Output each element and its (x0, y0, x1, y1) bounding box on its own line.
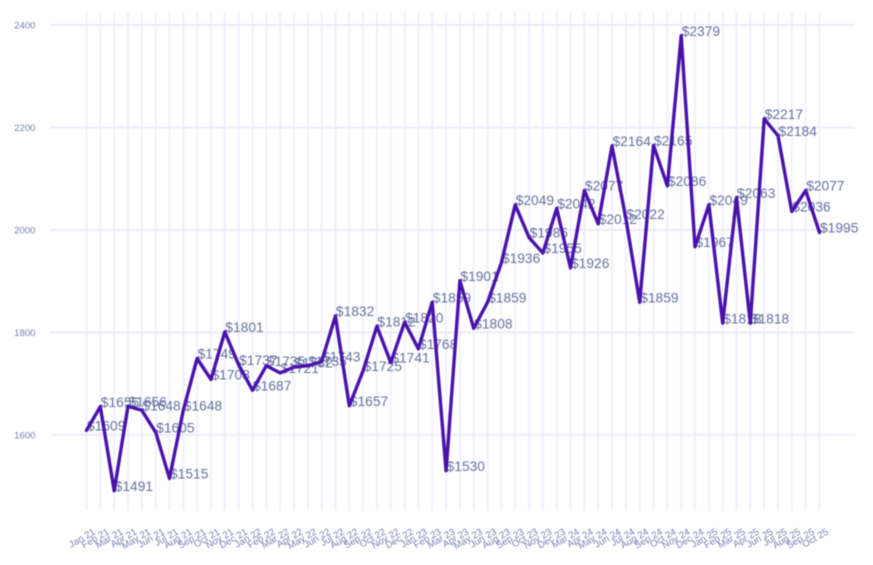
svg-text:$2077: $2077 (806, 179, 844, 194)
svg-text:$1768: $1768 (419, 337, 458, 352)
svg-text:$1859: $1859 (433, 290, 472, 305)
svg-text:$1656: $1656 (129, 394, 168, 409)
svg-text:$1832: $1832 (336, 304, 374, 319)
svg-text:$1741: $1741 (391, 351, 429, 366)
svg-text:$1995: $1995 (820, 221, 859, 236)
svg-text:$1725: $1725 (364, 359, 403, 374)
svg-text:$1818: $1818 (751, 311, 790, 326)
svg-text:1800: 1800 (14, 328, 35, 339)
svg-text:$2063: $2063 (737, 186, 776, 201)
svg-text:$1657: $1657 (350, 394, 388, 409)
svg-text:$1605: $1605 (156, 420, 195, 435)
svg-text:$1648: $1648 (184, 398, 223, 413)
svg-text:$1801: $1801 (225, 320, 263, 335)
svg-text:$2086: $2086 (668, 174, 707, 189)
svg-text:$2184: $2184 (779, 124, 818, 139)
svg-text:$1737: $1737 (239, 353, 277, 368)
svg-text:$1859: $1859 (640, 290, 679, 305)
svg-text:$2022: $2022 (626, 207, 664, 222)
svg-text:$1609: $1609 (87, 418, 126, 433)
svg-text:$1859: $1859 (488, 290, 527, 305)
svg-text:$1687: $1687 (253, 378, 291, 393)
svg-text:$1808: $1808 (474, 316, 513, 331)
svg-text:$1515: $1515 (170, 467, 209, 482)
svg-text:$2165: $2165 (654, 134, 693, 149)
svg-text:$1735: $1735 (308, 354, 347, 369)
svg-text:$2049: $2049 (516, 193, 555, 208)
svg-text:$2042: $2042 (557, 197, 595, 212)
svg-text:1600: 1600 (14, 430, 35, 441)
svg-text:$1530: $1530 (447, 459, 486, 474)
svg-text:$1491: $1491 (115, 479, 153, 494)
svg-text:$2379: $2379 (682, 24, 721, 39)
svg-text:$1936: $1936 (502, 251, 541, 266)
svg-text:2200: 2200 (14, 123, 35, 134)
svg-text:$1901: $1901 (460, 269, 498, 284)
svg-text:2000: 2000 (14, 225, 35, 236)
svg-text:$1926: $1926 (571, 256, 610, 271)
svg-text:$1648: $1648 (142, 398, 181, 413)
svg-text:$2217: $2217 (765, 107, 803, 122)
svg-text:$1735: $1735 (267, 354, 306, 369)
svg-text:2400: 2400 (14, 20, 35, 31)
svg-text:$2164: $2164 (613, 134, 652, 149)
